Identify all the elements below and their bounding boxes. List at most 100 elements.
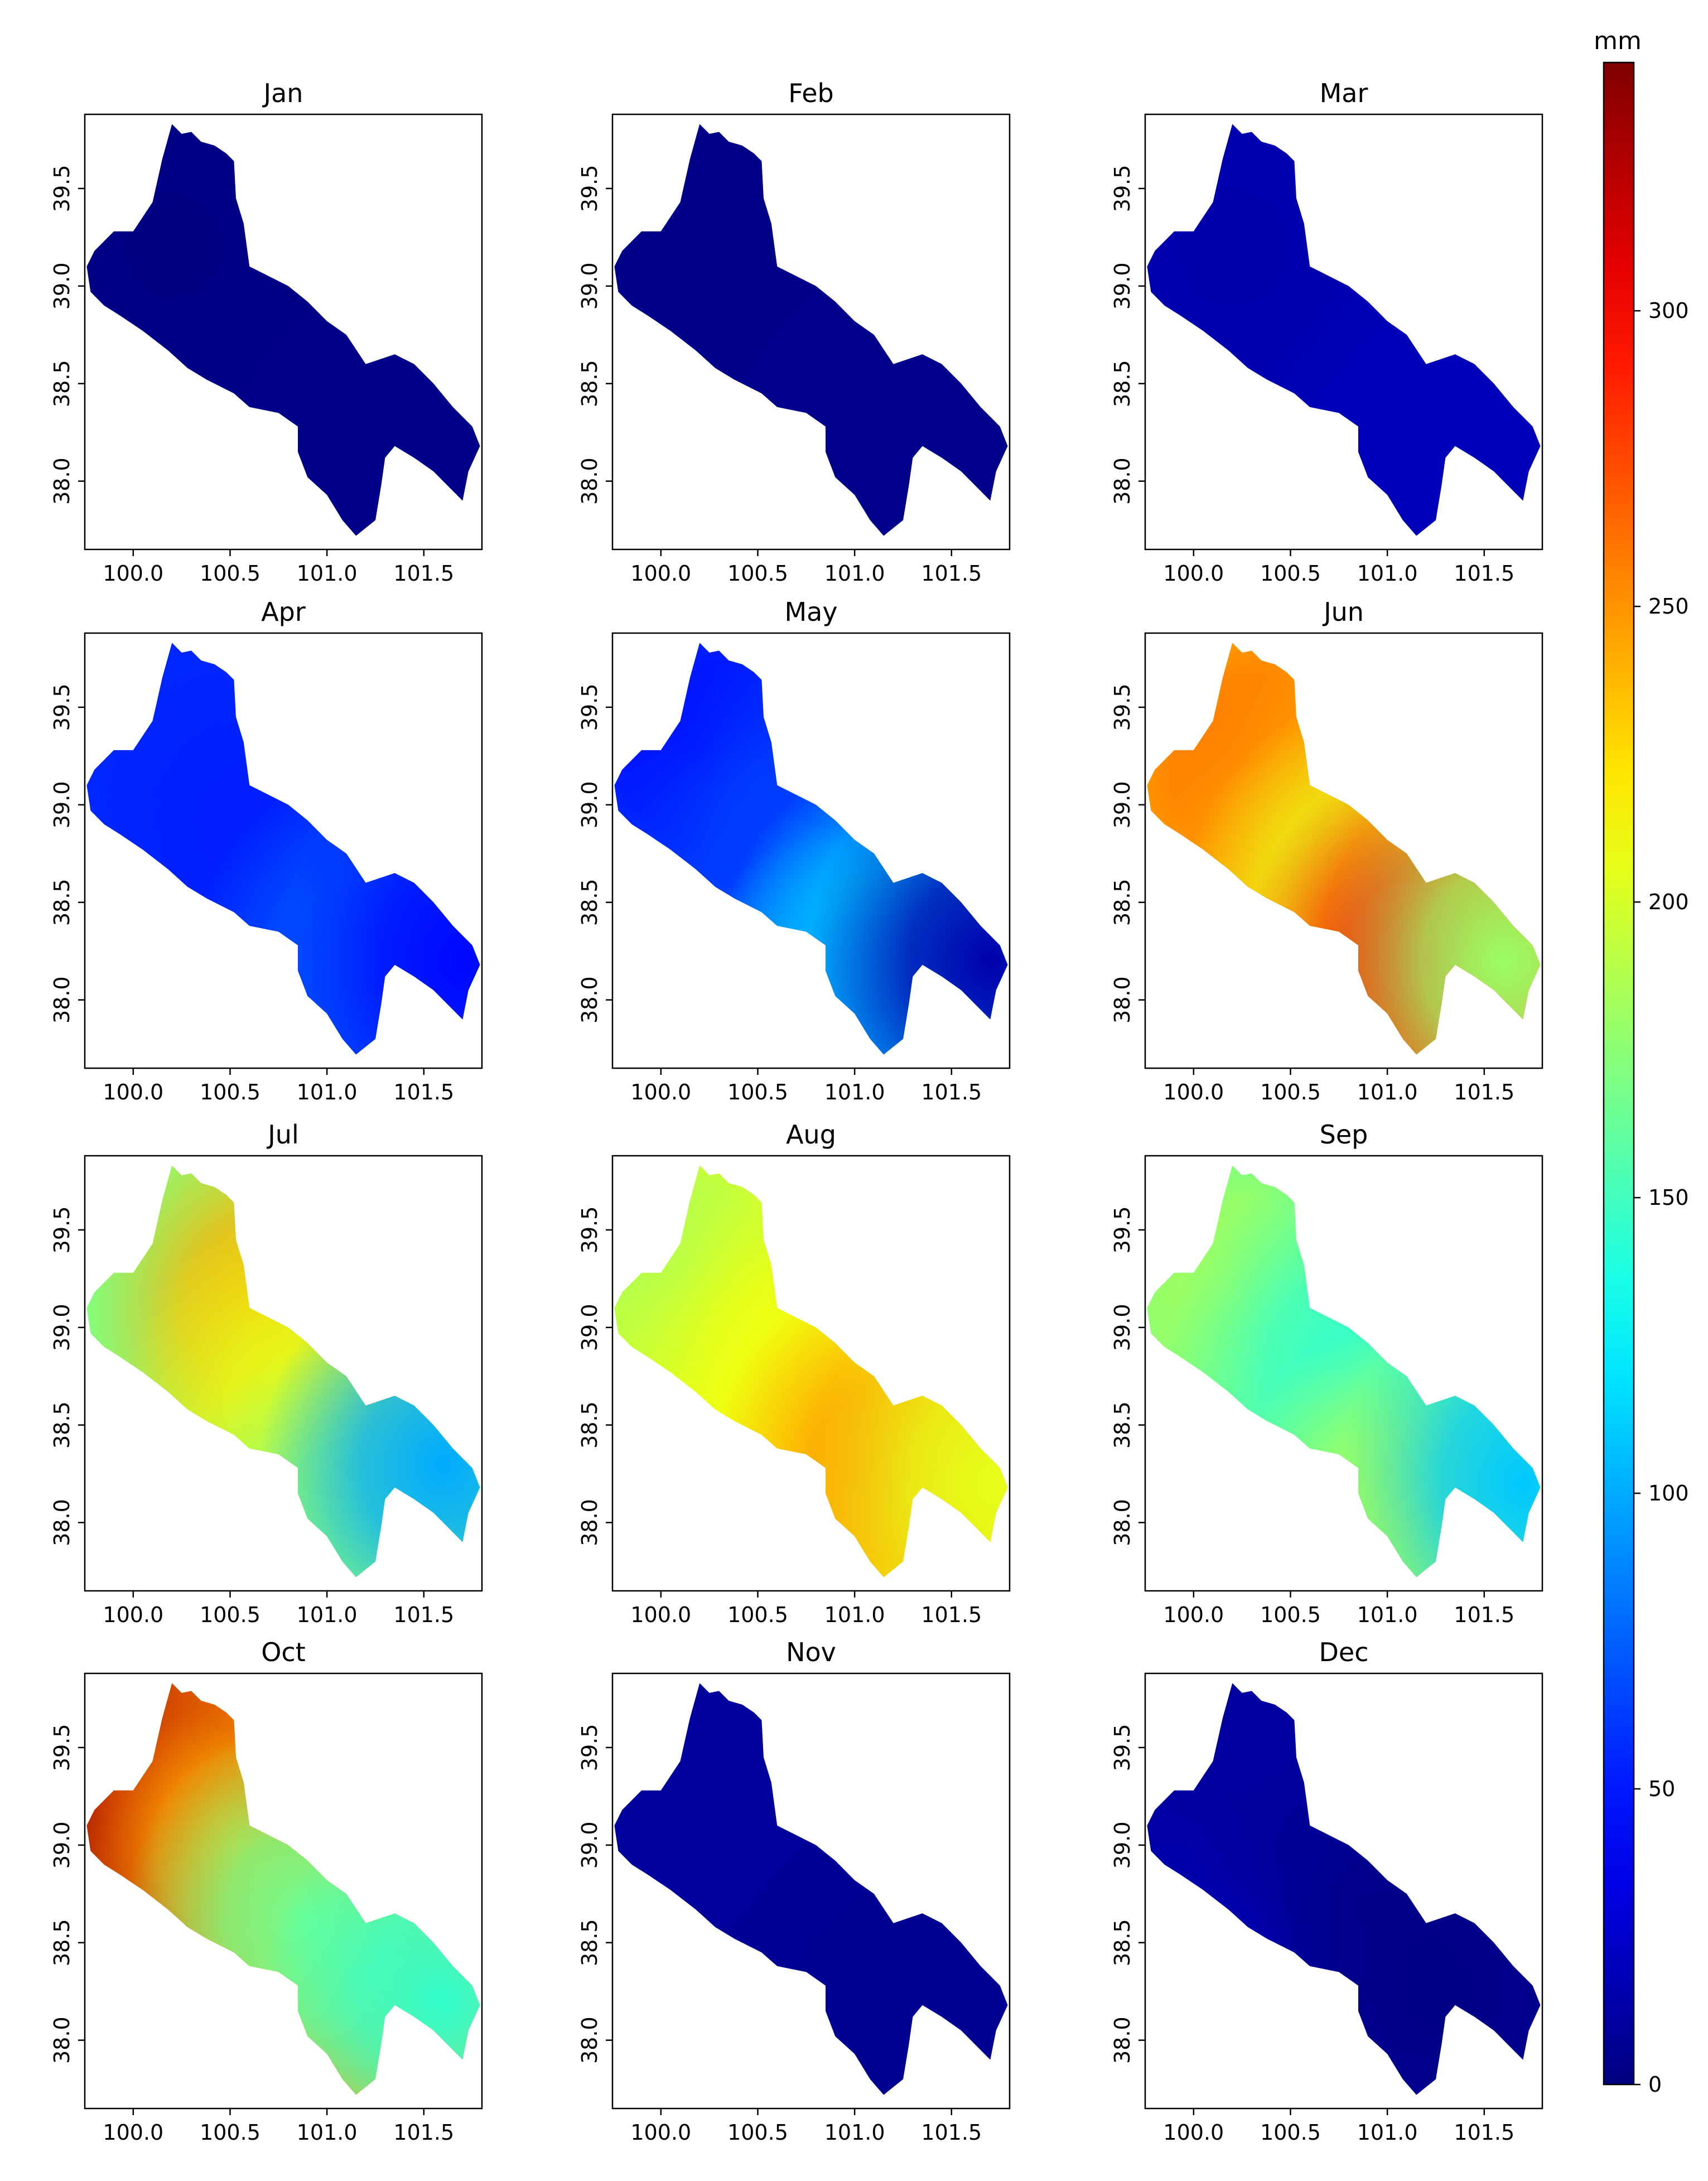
x-tick-label: 100.0	[103, 561, 163, 586]
colorbar-gradient	[1603, 61, 1635, 2086]
y-tick-label: 38.0	[50, 2016, 74, 2064]
y-tick-label: 38.5	[1110, 879, 1135, 926]
colorbar-tick-label: 250	[1648, 594, 1689, 619]
map-panels: Jan 100.0 100.5 101.0 101.5 38.0 38.5 39.0 39.5 F…	[50, 78, 1543, 2145]
panel-title: Sep	[1320, 1120, 1368, 1150]
y-tick-label: 38.0	[577, 976, 602, 1024]
x-tick-label: 100.5	[200, 1080, 260, 1104]
colorbar-tick-label: 300	[1648, 298, 1689, 323]
x-tick-label: 100.0	[630, 1080, 691, 1104]
y-tick-label: 39.5	[1110, 1207, 1135, 1254]
x-tick-label: 101.5	[393, 561, 454, 586]
precip-field	[614, 1683, 1008, 2095]
x-tick-label: 101.5	[393, 1080, 454, 1104]
x-tick-label: 101.0	[824, 561, 885, 586]
colorbar-tick-label: 0	[1648, 2072, 1662, 2097]
colorbar-tick-label: 50	[1648, 1777, 1675, 1801]
y-tick-label: 39.0	[577, 781, 602, 828]
y-tick-label: 38.5	[1110, 1919, 1135, 1966]
colorbar-tick-label: 100	[1648, 1481, 1689, 1506]
map-panel-jul: Jul 100.0 100.5 101.0 101.5 38.0 38.5 39.0 39.5	[50, 1120, 483, 1627]
panel-frame	[84, 1155, 483, 1592]
y-tick-label: 38.0	[1110, 1499, 1135, 1546]
y-tick-label: 38.5	[577, 360, 602, 407]
x-tick-label: 100.0	[1163, 561, 1224, 586]
x-tick-label: 100.5	[727, 2120, 788, 2145]
y-tick-label: 39.5	[50, 684, 74, 731]
x-tick-label: 100.5	[1260, 1080, 1321, 1104]
y-tick-label: 39.0	[50, 781, 74, 828]
y-tick-label: 39.5	[1110, 165, 1135, 213]
y-tick-label: 39.5	[577, 1207, 602, 1254]
panel-title: Feb	[788, 78, 833, 108]
y-tick-label: 39.5	[577, 684, 602, 731]
map-panel-aug: Aug 100.0 100.5 101.0 101.5 38.0 38.5 39.0 39.5	[577, 1120, 1011, 1627]
y-tick-label: 38.5	[50, 1919, 74, 1966]
colorbar-unit-label: mm	[1594, 27, 1642, 55]
panel-title: Jun	[1322, 597, 1364, 627]
y-tick-label: 39.5	[50, 1207, 74, 1254]
y-tick-label: 38.0	[577, 457, 602, 505]
x-tick-label: 100.0	[1163, 2120, 1224, 2145]
colorbar-tick-label: 200	[1648, 890, 1689, 914]
panel-frame	[611, 1672, 1011, 2110]
x-tick-label: 100.0	[103, 2120, 163, 2145]
x-tick-label: 101.5	[921, 1603, 982, 1627]
panel-frame	[1144, 1155, 1543, 1592]
panel-title: Nov	[786, 1637, 836, 1667]
x-tick-label: 100.0	[630, 1603, 691, 1627]
x-tick-label: 100.0	[103, 1080, 163, 1104]
map-panel-feb: Feb 100.0 100.5 101.0 101.5 38.0 38.5 39.0 39.5	[577, 78, 1011, 586]
y-tick-label: 39.0	[1110, 1821, 1135, 1869]
y-tick-label: 38.0	[50, 1499, 74, 1546]
panel-frame	[84, 1672, 483, 2110]
x-tick-label: 100.0	[1163, 1603, 1224, 1627]
panel-frame	[611, 632, 1011, 1069]
panel-title: Mar	[1320, 78, 1368, 108]
map-panel-jun: Jun 100.0 100.5 101.0 101.5 38.0 38.5 39.0 39.5	[1110, 597, 1543, 1104]
y-tick-label: 39.5	[577, 1724, 602, 1772]
y-tick-label: 39.0	[1110, 781, 1135, 828]
map-panel-dec: Dec 100.0 100.5 101.0 101.5 38.0 38.5 39.0 39.5	[1110, 1637, 1543, 2145]
x-tick-label: 101.5	[921, 561, 982, 586]
y-tick-label: 38.0	[1110, 976, 1135, 1024]
x-tick-label: 101.0	[1357, 2120, 1418, 2145]
y-tick-label: 38.5	[577, 1401, 602, 1449]
x-tick-label: 100.5	[727, 1080, 788, 1104]
panel-frame	[1144, 1672, 1543, 2110]
panel-frame	[1144, 632, 1543, 1069]
panel-frame	[1144, 113, 1543, 551]
panel-title: Jan	[262, 78, 303, 108]
panel-frame	[84, 113, 483, 551]
precip-field	[614, 643, 1008, 1055]
x-tick-label: 100.0	[1163, 1080, 1224, 1104]
x-tick-label: 100.5	[727, 561, 788, 586]
x-tick-label: 101.0	[1357, 1080, 1418, 1104]
y-tick-label: 39.0	[577, 1304, 602, 1351]
y-tick-label: 39.0	[50, 1304, 74, 1351]
panel-frame	[611, 113, 1011, 551]
panel-frame	[611, 1155, 1011, 1592]
x-tick-label: 101.0	[297, 1080, 358, 1104]
x-tick-label: 101.5	[921, 1080, 982, 1104]
panel-title: Aug	[786, 1120, 836, 1150]
precip-field	[86, 1683, 480, 2095]
y-tick-label: 38.5	[50, 879, 74, 926]
panel-title: Oct	[261, 1637, 306, 1667]
x-tick-label: 101.5	[921, 2120, 982, 2145]
x-tick-label: 100.5	[200, 1603, 260, 1627]
x-tick-label: 100.0	[103, 1603, 163, 1627]
panel-frame	[84, 632, 483, 1069]
colorbar-tick-label: 150	[1648, 1185, 1689, 1210]
y-tick-label: 39.0	[1110, 1304, 1135, 1351]
y-tick-label: 38.5	[577, 1919, 602, 1966]
y-tick-label: 38.0	[577, 2016, 602, 2064]
x-tick-label: 101.0	[1357, 1603, 1418, 1627]
x-tick-label: 101.0	[824, 1603, 885, 1627]
y-tick-label: 39.5	[50, 1724, 74, 1772]
y-tick-label: 38.5	[50, 1401, 74, 1449]
y-tick-label: 38.0	[1110, 457, 1135, 505]
y-tick-label: 39.5	[1110, 684, 1135, 731]
x-tick-label: 101.5	[393, 2120, 454, 2145]
